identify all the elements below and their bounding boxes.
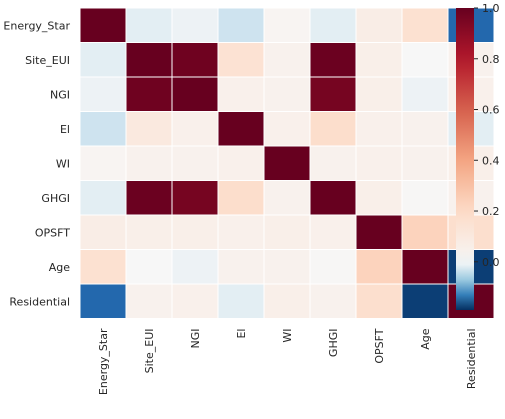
heatmap-cell xyxy=(79,249,127,285)
heatmap-cell xyxy=(309,180,357,216)
heatmap-cell xyxy=(263,111,311,147)
heatmap-cell xyxy=(125,145,173,181)
heatmap-cell xyxy=(217,7,265,43)
column-label: Residential xyxy=(465,329,478,390)
heatmap-cell xyxy=(401,249,449,285)
colorbar-tick-label: 0.0 xyxy=(482,256,500,269)
heatmap-cell xyxy=(171,180,219,216)
column-label: Age xyxy=(419,328,432,350)
heatmap-cell xyxy=(217,42,265,78)
heatmap-cell xyxy=(401,180,449,216)
heatmap-cell xyxy=(217,145,265,181)
heatmap-cell xyxy=(263,214,311,250)
column-label: GHGI xyxy=(327,329,340,358)
colorbar-tick-label: 0.8 xyxy=(482,53,500,66)
heatmap-cell xyxy=(171,283,219,319)
heatmap-cell xyxy=(79,111,127,147)
row-label: Age xyxy=(49,261,71,274)
colorbar-tick-label: 0.4 xyxy=(482,154,500,167)
row-label: Residential xyxy=(9,295,70,308)
heatmap-cell xyxy=(263,42,311,78)
heatmap-cell xyxy=(171,214,219,250)
heatmap-cell xyxy=(309,249,357,285)
heatmap-cell xyxy=(355,180,403,216)
heatmap-cell xyxy=(401,111,449,147)
heatmap-cell xyxy=(125,111,173,147)
row-label: El xyxy=(60,123,70,136)
heatmap-cell xyxy=(171,111,219,147)
heatmap-cell xyxy=(401,283,449,319)
heatmap-cell xyxy=(355,145,403,181)
heatmap-cell xyxy=(217,180,265,216)
heatmap-cell xyxy=(355,283,403,319)
heatmap-cell xyxy=(79,283,127,319)
heatmap-cell xyxy=(401,76,449,112)
column-label: WI xyxy=(281,329,294,343)
heatmap-cell xyxy=(309,7,357,43)
heatmap-cell xyxy=(171,249,219,285)
heatmap-cell xyxy=(401,145,449,181)
heatmap-cell xyxy=(263,76,311,112)
heatmap-cell xyxy=(401,214,449,250)
heatmap-cell xyxy=(355,42,403,78)
heatmap-cell xyxy=(263,180,311,216)
heatmap-cell xyxy=(309,111,357,147)
heatmap-cell xyxy=(355,76,403,112)
heatmap-cell xyxy=(263,145,311,181)
row-label: WI xyxy=(56,157,70,170)
heatmap-cell xyxy=(125,42,173,78)
heatmap-cell xyxy=(171,42,219,78)
row-label: NGI xyxy=(50,88,70,101)
colorbar-tick-label: 1.0 xyxy=(482,2,500,15)
colorbar xyxy=(456,8,474,310)
heatmap-cell xyxy=(309,76,357,112)
column-label: OPSFT xyxy=(373,328,386,363)
heatmap-cell xyxy=(217,111,265,147)
heatmap-cell xyxy=(263,283,311,319)
heatmap-cell xyxy=(79,145,127,181)
row-label: GHGI xyxy=(41,192,70,205)
heatmap-cell xyxy=(263,7,311,43)
row-label: OPSFT xyxy=(35,226,70,239)
column-label: NGI xyxy=(189,329,202,349)
heatmap-cell xyxy=(309,42,357,78)
row-label: Energy_Star xyxy=(3,19,70,32)
heatmap-cell xyxy=(79,42,127,78)
colorbar-tick-label: 0.6 xyxy=(482,104,500,117)
heatmap-cell xyxy=(171,76,219,112)
heatmap-cell xyxy=(125,76,173,112)
heatmap-cell xyxy=(309,145,357,181)
heatmap-cell xyxy=(125,283,173,319)
heatmap-cell xyxy=(355,7,403,43)
heatmap-cell xyxy=(125,214,173,250)
heatmap-cell xyxy=(401,42,449,78)
heatmap-cell xyxy=(79,214,127,250)
heatmap-cell xyxy=(217,214,265,250)
heatmap-cell xyxy=(355,249,403,285)
colorbar-tick-label: 0.2 xyxy=(482,205,500,218)
column-label: Site_EUI xyxy=(143,329,156,374)
column-label: Energy_Star xyxy=(97,328,110,395)
heatmap-cell xyxy=(217,76,265,112)
heatmap-cell xyxy=(401,7,449,43)
heatmap-cell xyxy=(309,214,357,250)
heatmap-cell xyxy=(263,249,311,285)
heatmap-cell xyxy=(217,249,265,285)
heatmap-cell xyxy=(355,214,403,250)
heatmap-cell xyxy=(171,7,219,43)
heatmap-cell xyxy=(125,249,173,285)
heatmap-cell xyxy=(125,7,173,43)
heatmap-cell xyxy=(355,111,403,147)
heatmap-cell xyxy=(125,180,173,216)
heatmap-cell xyxy=(79,76,127,112)
column-label: El xyxy=(235,329,248,339)
heatmap-cell xyxy=(171,145,219,181)
row-label: Site_EUI xyxy=(25,54,70,67)
heatmap-cell xyxy=(309,283,357,319)
heatmap-cell xyxy=(217,283,265,319)
heatmap-cell xyxy=(79,180,127,216)
heatmap-cell xyxy=(79,7,127,43)
